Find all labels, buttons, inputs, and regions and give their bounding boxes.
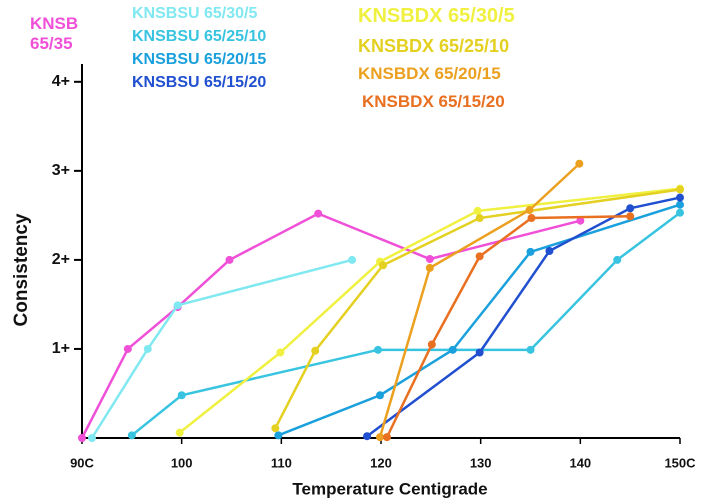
- x-axis-label: Temperature Centigrade: [292, 479, 487, 498]
- x-tick-label: 90C: [70, 455, 94, 470]
- x-tick-label: 120: [370, 455, 392, 470]
- data-point: [473, 206, 482, 215]
- data-point: [78, 434, 86, 442]
- data-point: [314, 209, 323, 218]
- data-point: [676, 185, 684, 194]
- data-point: [613, 255, 622, 264]
- data-point: [475, 214, 484, 223]
- data-point: [311, 346, 320, 355]
- data-point: [425, 255, 434, 264]
- y-tick-label: 2+: [52, 251, 70, 268]
- data-point: [576, 216, 585, 225]
- legend-entry: KNSBDX 65/15/20: [362, 92, 505, 111]
- y-tick-label: 4+: [52, 73, 70, 90]
- series-line: [378, 162, 581, 438]
- series-line: [366, 196, 681, 438]
- legend-entry: KNSBSU 65/20/15: [132, 51, 267, 68]
- legend-entry: KNSBDX 65/30/5: [358, 5, 515, 27]
- data-point: [676, 200, 684, 209]
- data-point: [363, 432, 372, 441]
- series-line: [385, 215, 631, 438]
- data-point: [271, 424, 280, 433]
- legend-entry: KNSBSU 65/30/5: [132, 5, 258, 22]
- data-point: [225, 255, 234, 264]
- data-point: [374, 345, 383, 354]
- data-point: [274, 431, 283, 440]
- series-line: [90, 258, 353, 439]
- data-point: [626, 204, 635, 213]
- data-point: [626, 212, 635, 221]
- y-axis-label: Consistency: [11, 213, 32, 326]
- legend-entry: KNSBSU 65/15/20: [132, 74, 267, 91]
- data-point: [545, 247, 554, 255]
- data-point: [475, 348, 484, 357]
- legend-entry: KNSBDX 65/25/10: [358, 36, 510, 56]
- x-tick-label: 140: [569, 455, 591, 470]
- data-point: [143, 344, 152, 353]
- series-line: [80, 212, 581, 439]
- data-point: [123, 344, 132, 353]
- data-point: [525, 206, 534, 215]
- x-tick-label: 130: [470, 455, 492, 470]
- x-tick-label: 100: [171, 455, 193, 470]
- data-point: [575, 159, 584, 168]
- series-line: [274, 188, 681, 429]
- data-point: [348, 255, 357, 264]
- data-point: [173, 301, 182, 310]
- data-point: [87, 434, 96, 442]
- y-tick-label: 3+: [52, 162, 70, 179]
- data-point: [676, 208, 684, 217]
- legend-entry: KNSBSU 65/25/10: [132, 28, 267, 45]
- legend-entry: KNSBDX 65/20/15: [358, 64, 501, 83]
- data-point: [177, 391, 186, 400]
- data-point: [378, 261, 387, 270]
- x-tick-label: 110: [271, 455, 292, 470]
- data-point: [376, 391, 385, 400]
- data-point: [425, 263, 434, 272]
- data-point: [475, 252, 484, 261]
- data-point: [676, 193, 684, 202]
- data-point: [427, 340, 436, 349]
- y-tick-label: 1+: [52, 340, 70, 357]
- data-point: [175, 428, 184, 437]
- data-point: [527, 214, 536, 223]
- data-point: [127, 431, 136, 440]
- data-point: [526, 247, 535, 256]
- legend-entry: KNSB 65/35: [30, 14, 79, 53]
- x-tick-label: 150C: [664, 455, 696, 470]
- data-point: [276, 348, 285, 357]
- series-line: [178, 187, 681, 434]
- data-point: [382, 433, 391, 442]
- data-point: [448, 345, 457, 354]
- data-point: [376, 433, 385, 442]
- data-point: [526, 345, 535, 354]
- series-line: [131, 211, 681, 437]
